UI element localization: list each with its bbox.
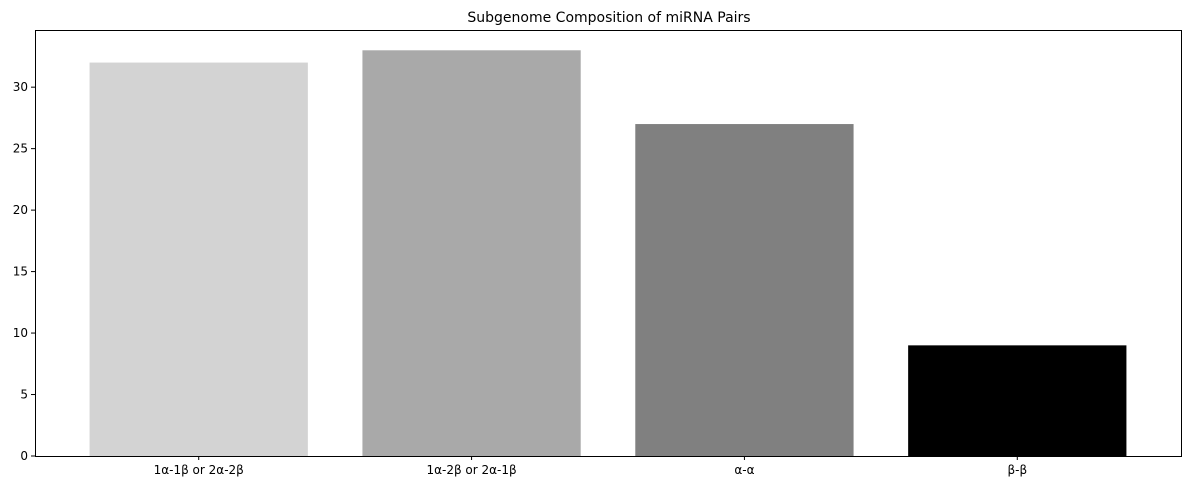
bar-2 [635, 124, 854, 457]
x-tick-label-1: 1α-2β or 2α-1β [426, 463, 516, 477]
chart-title: Subgenome Composition of miRNA Pairs [467, 10, 750, 26]
bar-0 [89, 62, 308, 457]
bars-group [89, 50, 1127, 457]
x-axis: 1α-1β or 2α-2β 1α-2β or 2α-1β α-α β-β [154, 456, 1027, 477]
bar-1 [362, 50, 581, 457]
y-tick-label-3: 15 [13, 265, 28, 279]
y-axis: 0 5 10 15 20 25 30 [13, 80, 35, 463]
x-tick-label-3: β-β [1007, 463, 1027, 477]
x-tick-label-0: 1α-1β or 2α-2β [154, 463, 244, 477]
bar-3 [908, 345, 1127, 456]
y-tick-label-5: 25 [13, 142, 28, 156]
plot-frame [35, 30, 1182, 457]
x-tick-label-2: α-α [734, 463, 754, 477]
y-tick-label-2: 10 [13, 326, 28, 340]
y-tick-label-6: 30 [13, 80, 28, 94]
y-tick-label-1: 5 [20, 388, 28, 402]
y-tick-label-0: 0 [20, 449, 28, 463]
y-tick-label-4: 20 [13, 203, 28, 217]
